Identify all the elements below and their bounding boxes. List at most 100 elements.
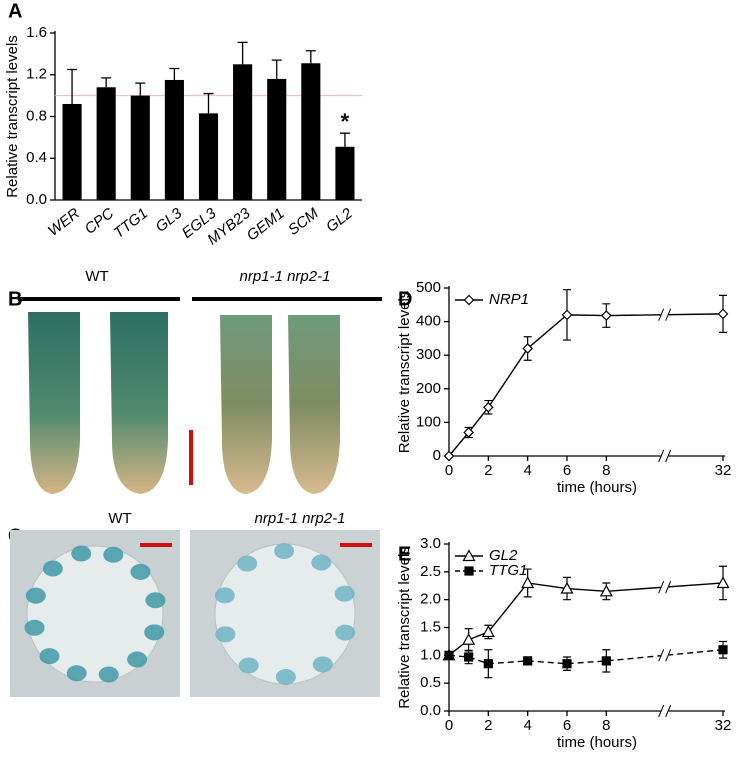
marker [464,652,474,662]
error-bar [339,132,350,147]
bar [62,103,82,200]
cell [215,626,236,643]
y-tick-label: 400 [416,313,441,330]
marker [718,645,728,655]
panel-label: D [398,288,412,310]
panel-label: A [8,0,22,22]
marker [599,584,613,597]
marker [717,308,729,320]
y-tick-label: 1.2 [26,66,47,83]
error-bar [135,82,146,96]
cell [312,656,333,673]
y-tick-label: 0.0 [26,191,47,208]
marker [443,450,455,462]
cell [145,592,166,609]
x-axis-label: time (hours) [557,479,637,496]
marker [482,401,494,413]
marker [523,656,533,666]
x-tick-label: TTG1 [111,205,152,242]
y-tick-label: 0.0 [420,702,441,719]
error-bar [169,67,180,80]
cell [24,619,45,636]
error-bar [305,50,316,64]
error-bar [101,77,112,88]
x-tick-label: 0 [445,717,453,734]
marker [481,625,495,638]
image-label: nrp1-1 nrp2-1 [255,510,346,527]
x-tick-label: 0 [445,462,453,479]
cell [237,555,258,572]
x-tick-label: 6 [563,717,571,734]
cell [335,624,356,641]
bar [164,79,184,200]
cell [311,554,332,571]
marker [462,549,476,562]
x-tick-label: 4 [523,462,531,479]
y-tick-label: 200 [416,380,441,397]
cell [98,666,119,683]
legend-label: GL2 [489,547,518,564]
y-tick-label: 1.0 [420,646,441,663]
root-images: WT nrp1-1 nrp2-1 [18,268,382,494]
axis-break [658,580,672,594]
image-label: WT [85,268,108,285]
annotation: * [341,109,350,134]
cell [274,543,295,560]
axis-break [658,649,672,662]
marker [463,427,475,438]
x-tick-label: 8 [602,462,610,479]
root [288,315,340,494]
cell [127,651,148,668]
x-tick-label: SCM [285,205,322,239]
cell [238,657,259,674]
y-tick-label: 3.0 [420,535,441,552]
cell [275,668,296,685]
bar [96,87,116,200]
section [26,545,164,683]
axis-break [658,449,672,463]
y-tick-label: 1.5 [420,618,441,635]
axis-break [658,704,672,718]
x-tick-label: 4 [523,717,531,734]
image-label: WT [108,510,131,527]
marker [601,656,611,666]
x-tick-label: WER [45,205,83,240]
x-tick-label: 2 [484,462,492,479]
axis-break-gap [660,450,669,462]
panel-label: E [398,543,411,565]
y-tick-label: 2.0 [420,591,441,608]
cross-section-images: WT nrp1-1 nrp2-1 [10,510,380,697]
root [110,312,168,494]
x-tick-label: 6 [563,462,571,479]
marker [483,659,493,669]
image-label: nrp1-1 nrp2-1 [240,268,331,285]
y-axis-label: Relative transcript levels [396,291,413,454]
marker [522,343,534,354]
marker [463,294,475,306]
y-axis-label: Relative transcript levels [4,35,21,198]
legend-label: NRP1 [489,291,529,308]
y-tick-label: 100 [416,413,441,430]
cell [39,648,60,665]
panel-label: B [8,288,22,310]
root [220,315,272,494]
axis-break-gap [660,581,669,594]
axis-break-gap [660,649,669,662]
axis-break [658,308,672,321]
section [214,543,356,685]
marker [561,309,573,321]
x-tick-label: 32 [715,462,732,479]
marker [600,310,612,321]
marker [521,576,535,589]
cell [71,545,92,562]
bar [233,64,253,200]
root [28,312,80,494]
cell [42,560,63,577]
y-tick-label: 300 [416,346,441,363]
x-tick-label: GL2 [323,204,356,235]
cell [144,624,165,641]
x-tick-label: 32 [715,717,732,734]
axis-break-gap [660,308,669,321]
error-bar [67,68,78,104]
